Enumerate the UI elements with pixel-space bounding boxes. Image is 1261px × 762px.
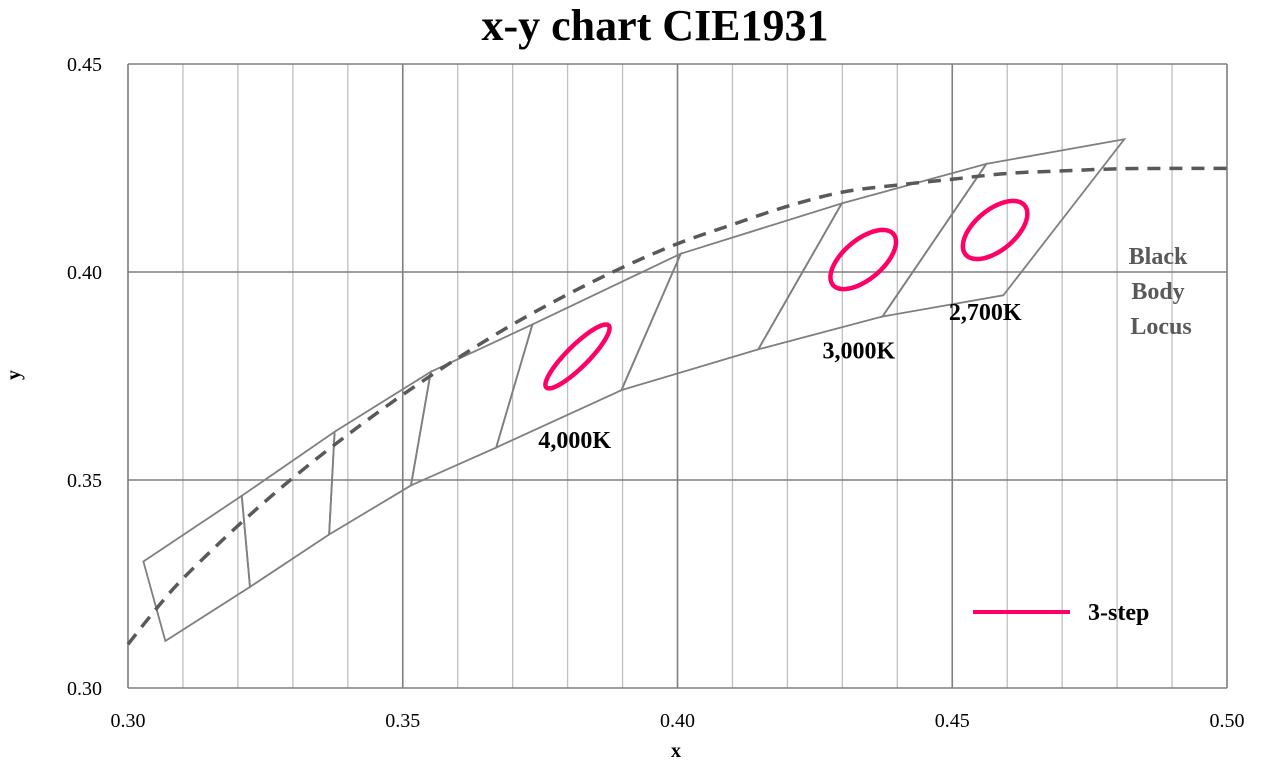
x-tick-label: 0.50 bbox=[1210, 710, 1245, 732]
y-tick-label: 0.35 bbox=[67, 470, 102, 492]
bbl-line-2: Body bbox=[1131, 279, 1184, 305]
x-axis-label: x bbox=[671, 740, 681, 762]
y-tick-label: 0.40 bbox=[67, 262, 102, 284]
x-tick-label: 0.45 bbox=[935, 710, 970, 732]
y-axis-ticks: 0.30 0.35 0.40 0.45 bbox=[67, 54, 102, 700]
binning-quadrangle bbox=[880, 138, 1127, 318]
binning-quadrangles bbox=[142, 138, 1127, 643]
binning-quadrangle bbox=[409, 322, 534, 487]
macadam-ellipse bbox=[543, 322, 612, 391]
binning-quadrangle bbox=[494, 251, 683, 450]
cct-label: 2,700K bbox=[949, 300, 1022, 326]
binning-quadrangle bbox=[142, 494, 251, 643]
macadam-ellipse bbox=[828, 227, 899, 292]
black-body-locus-label: Black Body Locus bbox=[1129, 244, 1194, 340]
cct-annotations: 4,000K 3,000K 2,700K bbox=[538, 300, 1021, 454]
binning-quadrangle bbox=[328, 370, 433, 537]
cct-label: 4,000K bbox=[538, 428, 611, 454]
y-tick-label: 0.45 bbox=[67, 54, 102, 76]
bbl-line-3: Locus bbox=[1130, 314, 1191, 340]
bbl-line-1: Black bbox=[1129, 244, 1188, 270]
y-tick-label: 0.30 bbox=[67, 678, 102, 700]
black-body-locus-line bbox=[126, 166, 1228, 646]
binning-quadrangle bbox=[619, 201, 844, 392]
x-tick-label: 0.35 bbox=[385, 710, 420, 732]
y-axis-label: y bbox=[3, 370, 25, 380]
major-gridlines bbox=[127, 63, 1228, 689]
legend: 3-step bbox=[973, 600, 1149, 626]
x-axis-ticks: 0.30 0.35 0.40 0.45 0.50 bbox=[111, 710, 1245, 732]
minor-gridlines bbox=[182, 64, 1173, 688]
x-tick-label: 0.40 bbox=[660, 710, 695, 732]
cct-label: 3,000K bbox=[822, 339, 895, 365]
macadam-ellipse bbox=[960, 198, 1030, 262]
macadam-ellipses bbox=[543, 198, 1030, 391]
x-tick-label: 0.30 bbox=[111, 710, 146, 732]
chart-title: x-y chart CIE1931 bbox=[481, 1, 828, 50]
legend-label-3-step: 3-step bbox=[1088, 600, 1149, 626]
